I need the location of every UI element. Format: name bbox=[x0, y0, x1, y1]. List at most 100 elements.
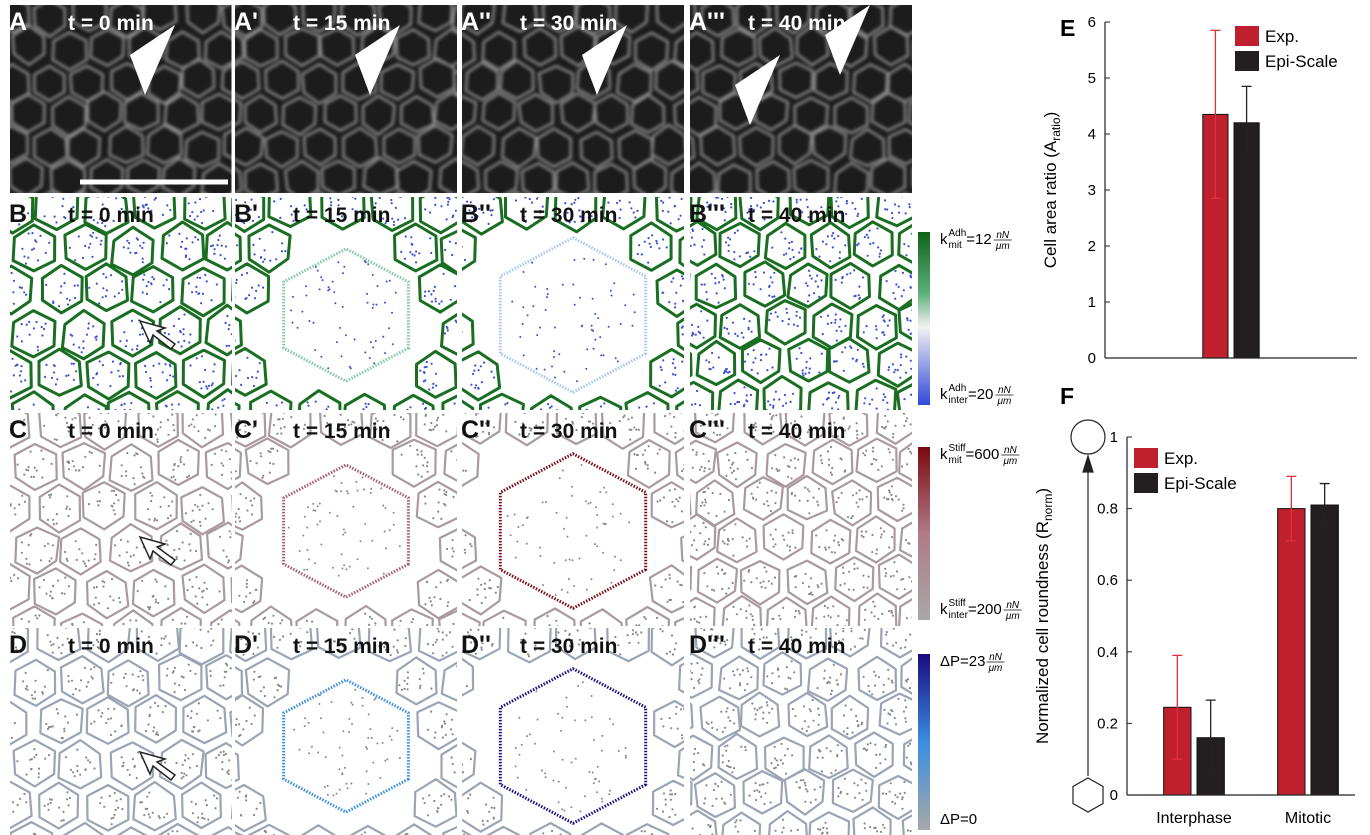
image-panel bbox=[690, 5, 912, 193]
time-label: t = 30 min bbox=[520, 420, 617, 443]
time-label: t = 15 min bbox=[293, 635, 390, 658]
label-sup: Adh bbox=[949, 228, 967, 239]
time-label: t = 40 min bbox=[748, 204, 845, 227]
membrane-network bbox=[235, 5, 457, 193]
error-bar bbox=[1241, 85, 1252, 160]
label-base: k bbox=[940, 446, 948, 463]
arrow-pointer bbox=[138, 319, 177, 351]
time-label: t = 30 min bbox=[520, 635, 617, 658]
membrane-network bbox=[690, 5, 912, 193]
y-tick-label: 1 bbox=[1088, 294, 1096, 311]
cell-nodes bbox=[690, 413, 912, 626]
cell-nodes bbox=[235, 628, 457, 835]
unit-num: nN bbox=[1004, 445, 1018, 456]
label-eq: =12 bbox=[966, 231, 991, 248]
panel-label: A' bbox=[234, 8, 258, 36]
image-panel bbox=[10, 197, 232, 410]
mitotic-nodes bbox=[287, 475, 401, 577]
unit-den: μm bbox=[995, 241, 1010, 252]
cell-nodes bbox=[235, 413, 457, 626]
mitotic-cell bbox=[498, 236, 648, 394]
label-base: k bbox=[940, 231, 948, 248]
arrowhead bbox=[355, 25, 400, 95]
label-sup: Adh bbox=[949, 383, 967, 394]
y-tick-label: 1 bbox=[1110, 429, 1118, 446]
panel-label: F bbox=[1060, 383, 1074, 409]
unit-num: nN bbox=[998, 385, 1012, 396]
time-label: t = 0 min bbox=[68, 12, 154, 35]
colorbar bbox=[918, 654, 930, 830]
error-bar bbox=[1319, 482, 1330, 528]
arrowhead bbox=[825, 5, 870, 75]
cell-edges bbox=[235, 628, 457, 835]
cell-edges bbox=[690, 413, 912, 626]
y-tick-label: 2 bbox=[1088, 238, 1096, 255]
panel-label: C''' bbox=[689, 416, 725, 444]
legend-label: Exp. bbox=[1164, 449, 1198, 468]
image-panel bbox=[10, 628, 232, 835]
cell-edges bbox=[10, 628, 232, 835]
panel-bg bbox=[235, 628, 457, 835]
panel-bg bbox=[462, 413, 684, 626]
unit-den: μm bbox=[1005, 611, 1020, 622]
time-label: t = 40 min bbox=[748, 635, 845, 658]
bar bbox=[1277, 508, 1306, 796]
cell-nodes bbox=[10, 413, 232, 626]
image-panel bbox=[235, 628, 457, 835]
label-base: k bbox=[940, 386, 948, 403]
y-label-end: ) bbox=[1033, 488, 1052, 494]
x-tick-label: Interphase bbox=[1156, 810, 1232, 827]
y-tick-label: 0 bbox=[1088, 350, 1096, 367]
mitotic-nodes bbox=[293, 688, 401, 797]
hex-icon bbox=[1072, 777, 1104, 813]
cell-edges bbox=[235, 197, 457, 410]
mitotic-cell bbox=[282, 247, 410, 383]
unit-den: μm bbox=[997, 396, 1012, 407]
cell-nodes bbox=[10, 628, 232, 835]
panel-label: B''' bbox=[689, 200, 725, 228]
legend-label: Epi-Scale bbox=[1164, 474, 1237, 493]
y-tick-label: 6 bbox=[1088, 14, 1096, 31]
label-eq: =20 bbox=[968, 386, 993, 403]
time-label: t = 0 min bbox=[68, 420, 154, 443]
label-sub: inter bbox=[949, 610, 969, 621]
x-tick-label: Mitotic bbox=[1285, 810, 1331, 827]
arrowhead bbox=[735, 55, 780, 125]
cell-edges bbox=[235, 413, 457, 626]
panel-label: C' bbox=[234, 416, 258, 444]
label-base: ΔP=0 bbox=[940, 811, 977, 828]
panel-label: A''' bbox=[689, 8, 725, 36]
legend-swatch bbox=[1235, 26, 1259, 46]
y-tick-label: 0.6 bbox=[1097, 572, 1118, 589]
time-label: t = 30 min bbox=[520, 12, 617, 35]
image-panel bbox=[462, 413, 684, 626]
arrowhead bbox=[582, 25, 627, 95]
arrowhead bbox=[130, 25, 175, 95]
y-tick-label: 0.8 bbox=[1097, 501, 1118, 518]
panel-label: A bbox=[9, 8, 27, 36]
image-panel bbox=[462, 628, 684, 835]
unit-num: nN bbox=[996, 230, 1010, 241]
colorbar bbox=[918, 232, 930, 405]
image-panel bbox=[462, 5, 684, 193]
time-label: t = 15 min bbox=[293, 12, 390, 35]
label-eq: =200 bbox=[968, 601, 1002, 618]
mitotic-cell bbox=[498, 667, 648, 825]
image-panel bbox=[690, 197, 912, 410]
time-label: t = 0 min bbox=[68, 635, 154, 658]
label-sup: Stiff bbox=[949, 598, 966, 609]
mitotic-cell bbox=[498, 452, 648, 610]
y-axis-label: Normalized cell roundness (Rnorm) bbox=[1033, 488, 1055, 744]
unit-den: μm bbox=[988, 663, 1003, 674]
panel-label: A'' bbox=[461, 8, 491, 36]
image-panel bbox=[690, 628, 912, 835]
label-sub: inter bbox=[949, 395, 969, 406]
label-eq: =600 bbox=[966, 446, 1000, 463]
y-tick-label: 0.2 bbox=[1097, 715, 1118, 732]
cell-edges bbox=[10, 413, 232, 626]
image-panel bbox=[10, 413, 232, 626]
mitotic-cell bbox=[282, 678, 410, 814]
label-sub: mit bbox=[949, 240, 963, 251]
